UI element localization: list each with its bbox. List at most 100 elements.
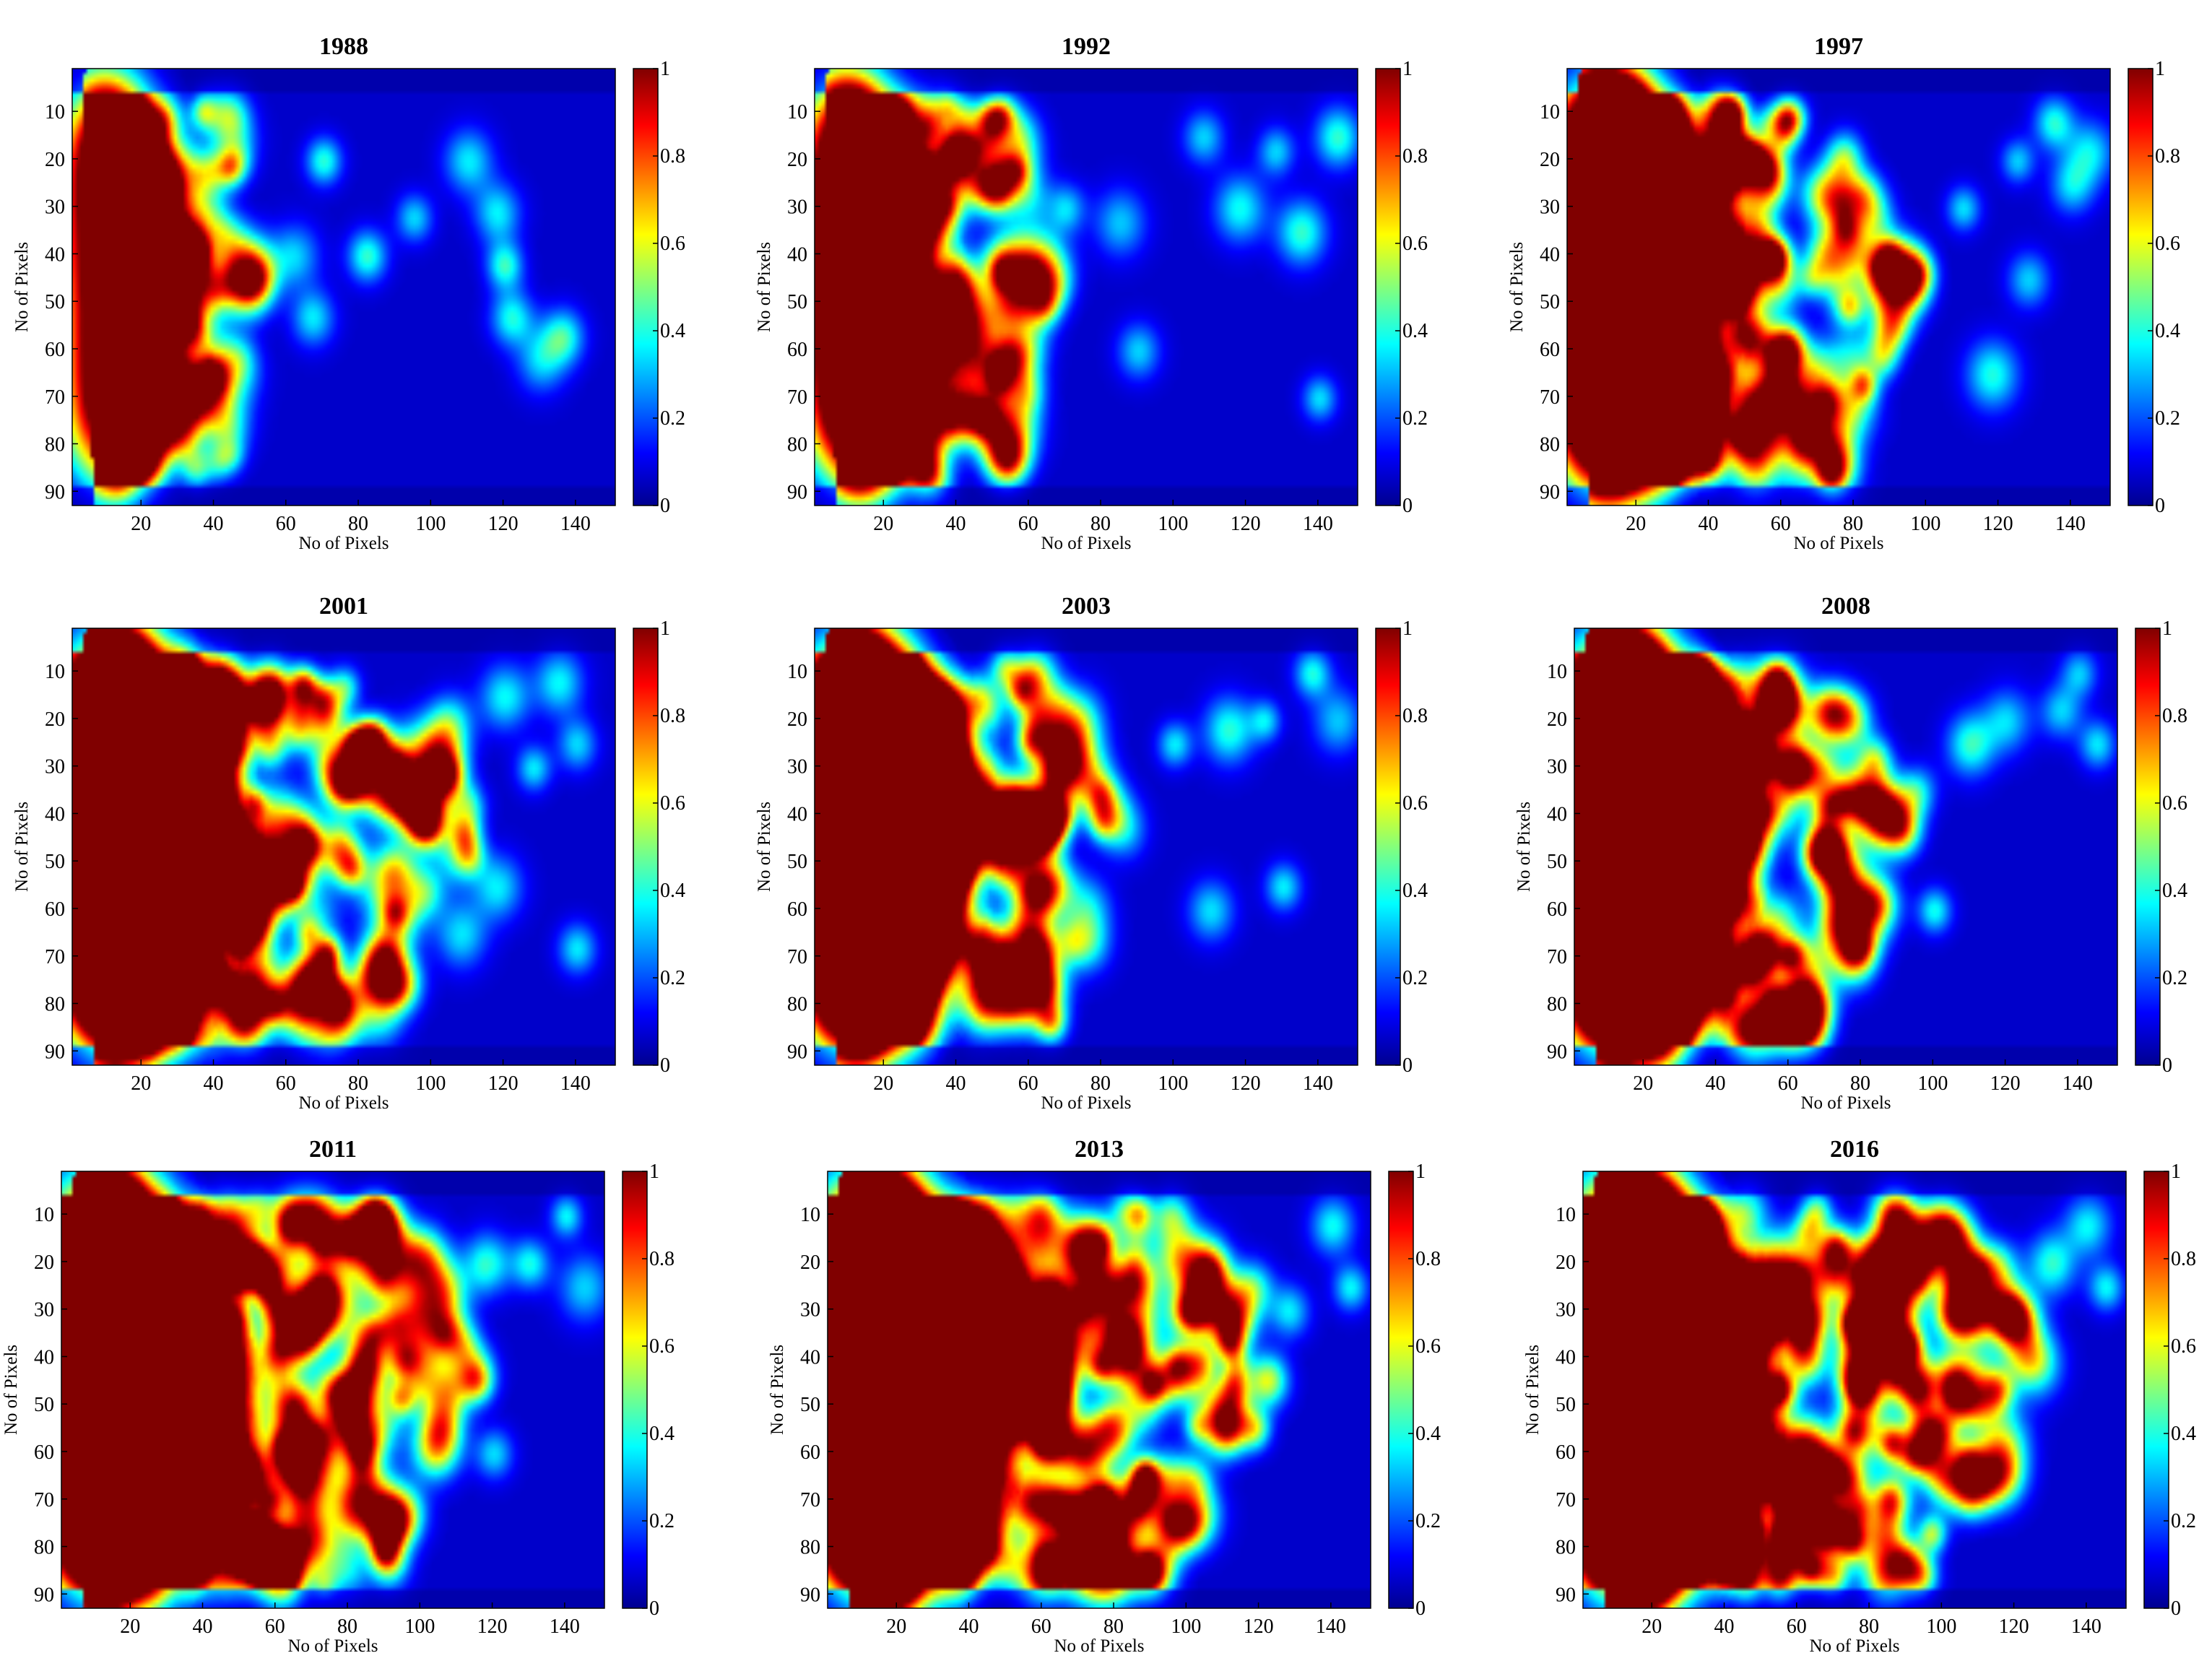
x-tick-label: 80 [348, 513, 368, 535]
colorbar-tick-label: 0.2 [660, 967, 685, 989]
x-tick-label: 40 [204, 513, 224, 535]
plot-frame [814, 628, 1358, 1066]
y-tick-label: 80 [787, 994, 807, 1016]
colorbar-tick-label: 0.8 [660, 705, 685, 727]
x-tick-label: 20 [131, 1072, 151, 1095]
plot-frame [71, 68, 616, 506]
colorbar-tick-label: 1 [1402, 58, 1413, 80]
x-tick-label: 100 [1917, 1072, 1948, 1095]
x-tick-label: 40 [946, 513, 966, 535]
x-tick-label: 140 [1303, 513, 1333, 535]
y-tick-label: 60 [787, 339, 807, 361]
x-tick-label: 20 [873, 1072, 893, 1095]
y-tick-label: 70 [34, 1489, 54, 1511]
y-tick-label: 30 [1540, 196, 1560, 219]
y-tick-label: 80 [787, 434, 807, 456]
colorbar-tick-label: 0.4 [2171, 1423, 2196, 1445]
panel-title: 2016 [1830, 1136, 1879, 1163]
y-tick-label: 20 [45, 149, 65, 171]
x-axis-label: No of Pixels [1054, 1636, 1145, 1656]
x-tick-label: 100 [1926, 1615, 1956, 1638]
x-tick-label: 100 [1158, 513, 1188, 535]
y-axis-label: No of Pixels [755, 802, 774, 892]
heatmap-cells [1574, 628, 2117, 1065]
colorbar-tick-label: 0.2 [1402, 967, 1428, 989]
y-tick-label: 50 [1547, 851, 1567, 873]
x-tick-label: 40 [1699, 513, 1719, 535]
colorbar-tick-label: 0 [1402, 495, 1413, 517]
y-tick-label: 10 [45, 101, 65, 123]
y-axis-label: No of Pixels [12, 802, 32, 892]
y-tick-label: 50 [45, 291, 65, 313]
y-tick-label: 60 [1547, 898, 1567, 921]
heatmap-cells [61, 1171, 604, 1608]
x-tick-label: 140 [2071, 1615, 2102, 1638]
y-axis-label: No of Pixels [1523, 1345, 1543, 1435]
y-tick-label: 40 [1547, 803, 1567, 825]
y-tick-label: 20 [1540, 149, 1560, 171]
x-tick-label: 20 [1641, 1615, 1662, 1638]
x-tick-label: 120 [1999, 1615, 2029, 1638]
colorbar-tick-label: 0.2 [649, 1510, 675, 1532]
y-tick-label: 60 [1556, 1441, 1576, 1464]
y-tick-label: 10 [800, 1204, 820, 1226]
colorbar-tick-label: 1 [2171, 1160, 2181, 1183]
x-tick-label: 40 [204, 1072, 224, 1095]
colorbar-tick-label: 0.2 [2171, 1510, 2196, 1532]
colorbar-tick-label: 0.2 [1402, 407, 1428, 430]
x-tick-label: 60 [1771, 513, 1791, 535]
y-tick-label: 10 [1556, 1204, 1576, 1226]
y-tick-label: 90 [1540, 481, 1560, 503]
colorbar-tick-label: 0.6 [2155, 233, 2180, 255]
x-tick-label: 120 [477, 1615, 508, 1638]
colorbar-tick-label: 0.8 [649, 1248, 675, 1270]
x-axis-label: No of Pixels [299, 534, 389, 553]
colorbar-tick-label: 0.6 [649, 1335, 675, 1358]
x-tick-label: 60 [276, 1072, 296, 1095]
x-tick-label: 120 [1990, 1072, 2021, 1095]
colorbar-tick-label: 0.6 [2162, 792, 2187, 815]
y-tick-label: 90 [1556, 1584, 1576, 1606]
y-axis-label: No of Pixels [1507, 242, 1527, 332]
y-tick-label: 40 [45, 803, 65, 825]
colorbar-tick-label: 0.4 [1402, 320, 1428, 342]
y-tick-label: 60 [800, 1441, 820, 1464]
y-tick-label: 60 [45, 898, 65, 921]
colorbar-tick-label: 0.8 [2155, 145, 2180, 168]
y-tick-label: 30 [45, 196, 65, 219]
x-tick-label: 120 [1231, 1072, 1261, 1095]
y-tick-label: 10 [1547, 661, 1567, 683]
plot-frame [1574, 628, 2118, 1066]
y-tick-label: 70 [45, 386, 65, 409]
x-tick-label: 80 [1850, 1072, 1870, 1095]
heatmap-cells [72, 628, 615, 1065]
y-tick-label: 10 [787, 101, 807, 123]
heatmap-cells [828, 1171, 1371, 1608]
x-axis-label: No of Pixels [299, 1093, 389, 1113]
y-tick-label: 70 [1556, 1489, 1576, 1511]
x-axis-label: No of Pixels [1041, 534, 1132, 553]
x-tick-label: 20 [1626, 513, 1646, 535]
y-tick-label: 30 [787, 756, 807, 778]
y-tick-label: 30 [45, 756, 65, 778]
y-tick-label: 40 [45, 243, 65, 266]
colorbar [2128, 68, 2154, 506]
x-axis-label: No of Pixels [1810, 1636, 1900, 1656]
y-tick-label: 10 [787, 661, 807, 683]
x-tick-label: 60 [1787, 1615, 1807, 1638]
y-tick-label: 70 [45, 946, 65, 968]
y-axis-label: No of Pixels [1, 1345, 21, 1435]
colorbar [633, 628, 659, 1066]
colorbar-tick-label: 0.4 [649, 1423, 675, 1445]
heatmap-cells [815, 69, 1358, 506]
x-axis-label: No of Pixels [1794, 534, 1884, 553]
plot-frame [1582, 1171, 2127, 1609]
colorbar [633, 68, 659, 506]
colorbar-tick-label: 0.2 [2162, 967, 2187, 989]
y-tick-label: 40 [800, 1346, 820, 1368]
